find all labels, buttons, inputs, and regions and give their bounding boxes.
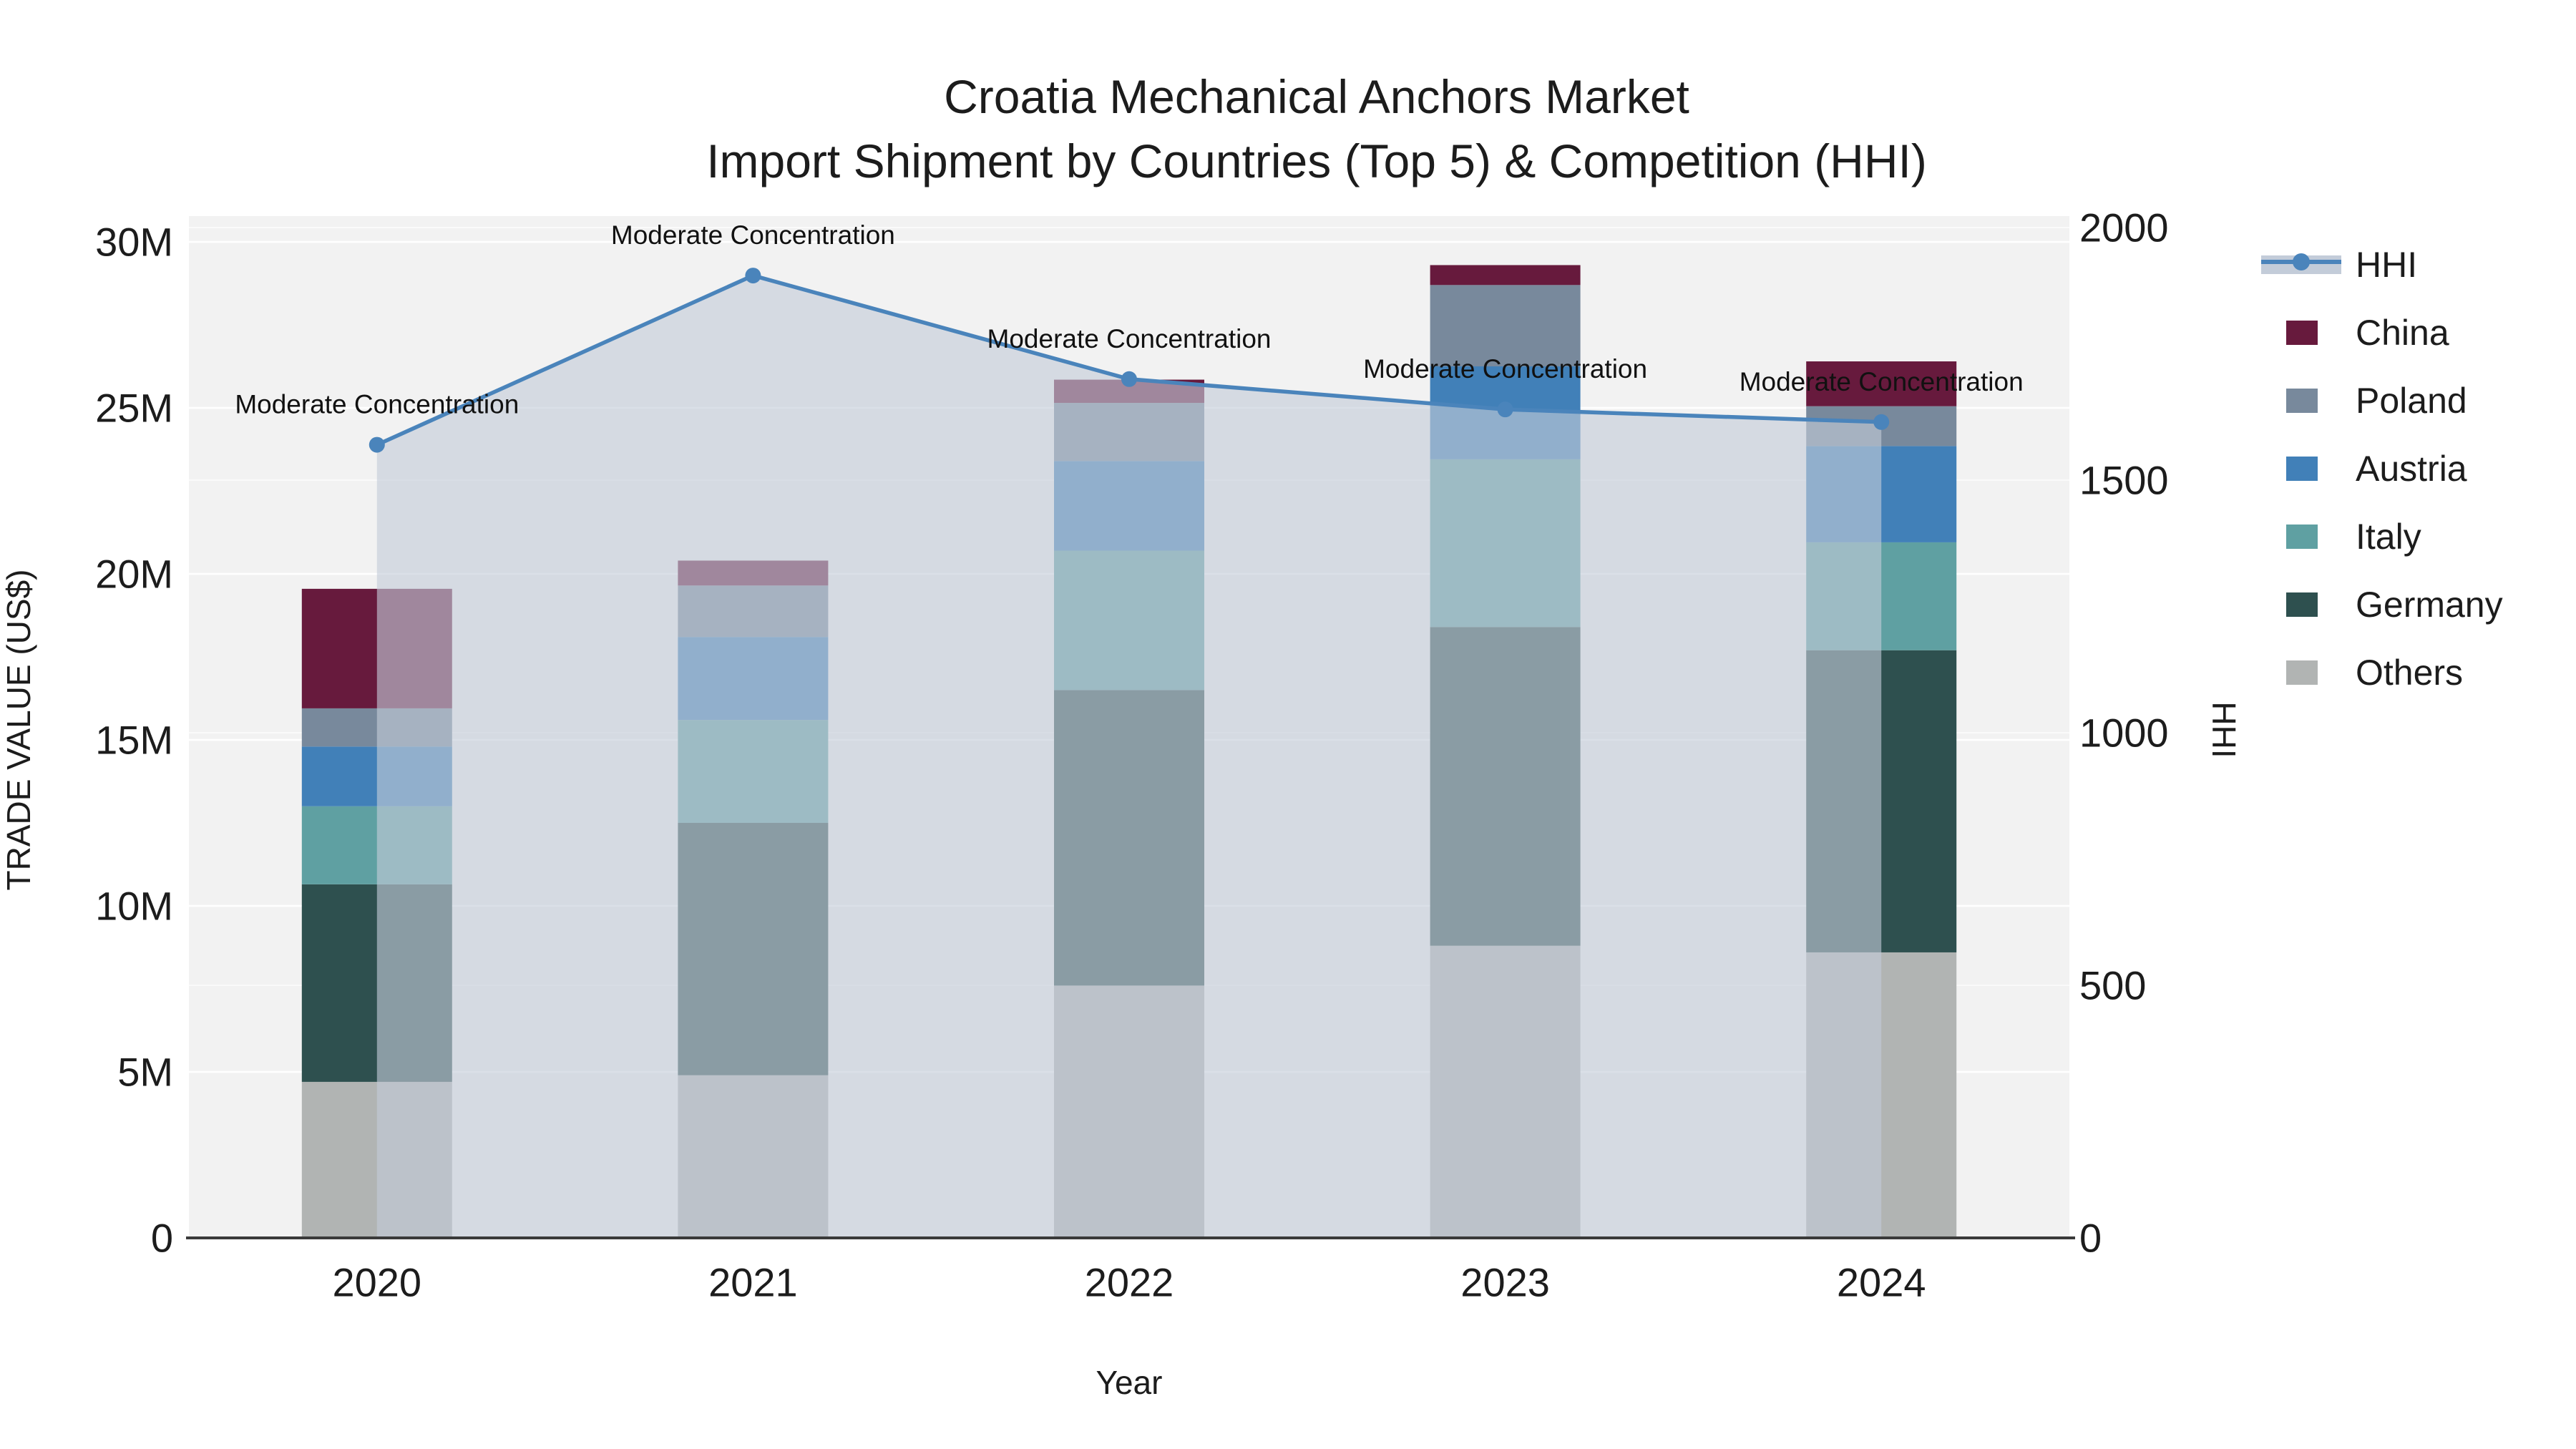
- legend-label-germany: Germany: [2356, 585, 2503, 625]
- bar-2023-poland[interactable]: [1430, 285, 1581, 366]
- legend-item-china[interactable]: China: [2286, 313, 2449, 353]
- hhi-line: [369, 268, 1890, 453]
- hhi-marker-2021[interactable]: [745, 268, 761, 284]
- annotation-2021: Moderate Concentration: [611, 220, 895, 250]
- hhi-marker-2023[interactable]: [1497, 401, 1513, 418]
- annotation-2020: Moderate Concentration: [235, 390, 519, 419]
- bar-2024-china[interactable]: [1806, 361, 1957, 406]
- legend-swatch-others: [2286, 660, 2318, 685]
- y-left-axis-title: TRADE VALUE (US$): [0, 569, 37, 890]
- legend-label-hhi: HHI: [2356, 245, 2417, 285]
- legend-label-poland: Poland: [2356, 381, 2467, 421]
- x-tick-2022: 2022: [1085, 1260, 1174, 1305]
- annotations: Moderate Concentration Moderate Concentra…: [235, 220, 2023, 419]
- legend-label-others: Others: [2356, 653, 2463, 693]
- legend-swatch-italy: [2286, 525, 2318, 549]
- hhi-marker-2022[interactable]: [1121, 371, 1137, 387]
- annotation-2024: Moderate Concentration: [1740, 367, 2024, 396]
- legend-swatch-austria: [2286, 457, 2318, 481]
- y-right-tick-1500: 1500: [2079, 458, 2169, 503]
- legend-swatch-china: [2286, 321, 2318, 345]
- x-tick-2021: 2021: [708, 1260, 798, 1305]
- hhi-area-fill: [376, 275, 1882, 1238]
- chart-title-line1: Croatia Mechanical Anchors Market: [944, 70, 1689, 123]
- y-left-tick-0: 0: [151, 1216, 173, 1261]
- legend-label-austria: Austria: [2356, 449, 2467, 489]
- y-right-tick-500: 500: [2079, 963, 2146, 1008]
- hhi-marker-2024[interactable]: [1873, 414, 1890, 430]
- hhi-marker-2020[interactable]: [369, 436, 385, 453]
- legend-item-italy[interactable]: Italy: [2286, 517, 2421, 557]
- legend-item-others[interactable]: Others: [2286, 653, 2463, 693]
- axis-ticks: 0 5M 10M 15M 20M 25M 30M 0 500 1000 1500 2000 2020 20…: [95, 205, 2169, 1305]
- legend-label-china: China: [2356, 313, 2449, 353]
- y-left-tick-30M: 30M: [95, 220, 173, 265]
- legend: HHI China Poland Austria Italy Germany Others: [2261, 245, 2503, 693]
- y-right-tick-1000: 1000: [2079, 711, 2169, 756]
- y-left-tick-25M: 25M: [95, 386, 173, 431]
- y-left-tick-20M: 20M: [95, 552, 173, 597]
- y-left-tick-15M: 15M: [95, 718, 173, 763]
- legend-item-germany[interactable]: Germany: [2286, 585, 2503, 625]
- annotation-2022: Moderate Concentration: [987, 324, 1272, 353]
- x-tick-2023: 2023: [1460, 1260, 1550, 1305]
- annotation-2023: Moderate Concentration: [1363, 354, 1647, 384]
- y-left-tick-10M: 10M: [95, 884, 173, 929]
- legend-swatch-germany: [2286, 592, 2318, 617]
- x-tick-2024: 2024: [1837, 1260, 1926, 1305]
- y-right-axis-title: HHI: [2205, 701, 2243, 758]
- bar-2023-china[interactable]: [1430, 265, 1581, 286]
- legend-item-hhi[interactable]: HHI: [2261, 245, 2417, 285]
- y-right-tick-2000: 2000: [2079, 205, 2169, 250]
- chart-title-line2: Import Shipment by Countries (Top 5) & C…: [706, 135, 1927, 187]
- legend-label-italy: Italy: [2356, 517, 2421, 557]
- legend-item-austria[interactable]: Austria: [2286, 449, 2467, 489]
- legend-item-poland[interactable]: Poland: [2286, 381, 2467, 421]
- x-axis-title: Year: [1096, 1364, 1163, 1401]
- y-right-tick-0: 0: [2079, 1216, 2102, 1261]
- legend-swatch-poland: [2286, 389, 2318, 413]
- x-tick-2020: 2020: [333, 1260, 422, 1305]
- hhi-area: [376, 275, 1882, 1238]
- y-left-tick-5M: 5M: [117, 1050, 173, 1095]
- legend-hhi-marker-sample: [2293, 253, 2310, 270]
